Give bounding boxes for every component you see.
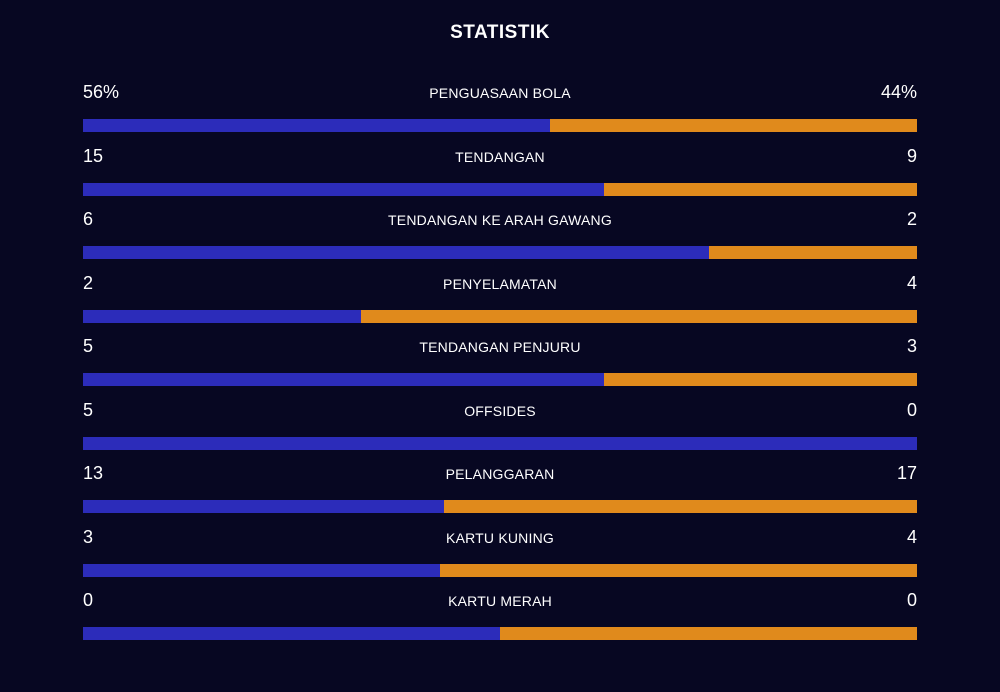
stat-label: PENYELAMATAN <box>443 275 557 292</box>
comparison-bar <box>83 373 917 386</box>
stat-label: KARTU KUNING <box>446 529 554 546</box>
away-bar <box>360 309 917 323</box>
home-bar <box>83 309 361 323</box>
away-bar <box>550 119 917 132</box>
stat-row: 3 KARTU KUNING 4 <box>83 525 917 589</box>
stat-row: 15 TENDANGAN 9 <box>83 144 917 208</box>
home-bar <box>83 500 445 513</box>
away-value: 0 <box>906 399 917 420</box>
stat-label: TENDANGAN KE ARAH GAWANG <box>388 212 612 228</box>
away-bar <box>444 500 917 513</box>
home-value: 5 <box>83 336 94 356</box>
stat-header: 56% PENGUASAAN BOLA 44% <box>83 80 917 106</box>
away-value: 4 <box>906 272 917 293</box>
stat-header: 15 TENDANGAN 9 <box>83 144 917 170</box>
stat-header: 6 TENDANGAN KE ARAH GAWANG 2 <box>83 207 917 233</box>
stat-row: 56% PENGUASAAN BOLA 44% <box>83 80 917 144</box>
stat-row: 2 PENYELAMATAN 4 <box>83 271 917 335</box>
comparison-bar <box>83 182 917 196</box>
away-bar <box>708 246 917 259</box>
home-bar <box>83 246 709 259</box>
stat-header: 3 KARTU KUNING 4 <box>83 525 917 551</box>
away-value: 9 <box>906 145 917 166</box>
chart-title: STATISTIK <box>450 22 550 43</box>
stat-header: 5 OFFSIDES 0 <box>83 398 917 424</box>
stat-header: 13 PELANGGARAN 17 <box>83 461 917 487</box>
comparison-bar <box>83 246 917 259</box>
stat-label: KARTU MERAH <box>448 593 552 609</box>
away-value: 2 <box>906 209 917 229</box>
home-bar <box>83 627 500 640</box>
home-value: 0 <box>83 590 94 610</box>
away-value: 17 <box>896 463 917 483</box>
comparison-bar <box>83 309 917 323</box>
home-value: 5 <box>83 399 94 420</box>
stat-row: 6 TENDANGAN KE ARAH GAWANG 2 <box>83 207 917 271</box>
comparison-bar <box>83 627 917 640</box>
away-bar <box>604 182 917 196</box>
stat-header: 2 PENYELAMATAN 4 <box>83 271 917 297</box>
stat-label: OFFSIDES <box>464 402 536 419</box>
home-value: 15 <box>83 145 104 166</box>
stat-label: TENDANGAN <box>455 148 545 165</box>
away-bar <box>604 373 917 386</box>
stat-row: 0 KARTU MERAH 0 <box>83 588 917 652</box>
stat-row: 5 TENDANGAN PENJURU 3 <box>83 334 917 398</box>
home-value: 13 <box>83 463 104 483</box>
stats-list: 56% PENGUASAAN BOLA 44% 15 TENDANGAN 9 6 TENDAN… <box>83 80 917 652</box>
stat-row: 5 OFFSIDES 0 <box>83 398 917 462</box>
home-value: 6 <box>83 209 94 229</box>
away-bar <box>500 627 917 640</box>
stat-label: TENDANGAN PENJURU <box>419 339 581 355</box>
stat-row: 13 PELANGGARAN 17 <box>83 461 917 525</box>
away-value: 0 <box>906 590 917 610</box>
stat-label: PELANGGARAN <box>445 466 555 482</box>
comparison-bar <box>83 119 917 132</box>
home-value: 3 <box>83 526 94 547</box>
home-bar <box>83 182 605 196</box>
stat-header: 5 TENDANGAN PENJURU 3 <box>83 334 917 360</box>
comparison-bar <box>83 500 917 513</box>
home-bar <box>83 119 551 132</box>
home-bar <box>83 436 917 450</box>
stat-header: 0 KARTU MERAH 0 <box>83 588 917 614</box>
comparison-bar <box>83 563 917 577</box>
comparison-bar <box>83 436 917 450</box>
away-bar <box>440 563 917 577</box>
stat-label: PENGUASAAN BOLA <box>429 85 571 101</box>
away-value: 44% <box>880 82 917 102</box>
home-value: 2 <box>83 272 94 293</box>
home-value: 56% <box>83 82 120 102</box>
home-bar <box>83 563 441 577</box>
home-bar <box>83 373 605 386</box>
away-value: 4 <box>906 526 917 547</box>
away-value: 3 <box>906 336 917 356</box>
